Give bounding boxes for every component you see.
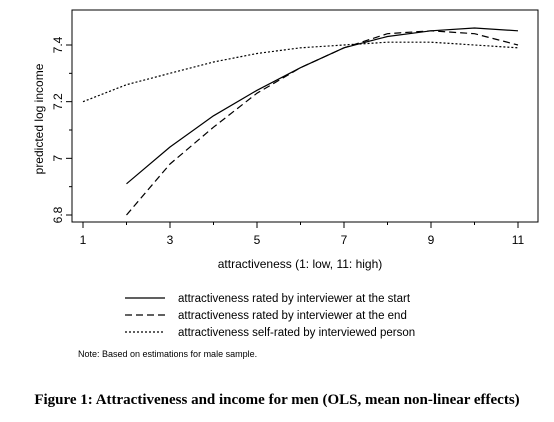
series-layer bbox=[82, 27, 519, 216]
y-tick-label: 7 bbox=[51, 155, 65, 162]
legend-label: attractiveness self-rated by interviewed… bbox=[178, 327, 415, 339]
series-line-dotted bbox=[82, 41, 519, 103]
x-tick-label: 1 bbox=[80, 233, 87, 247]
series-line-solid bbox=[126, 27, 519, 185]
x-tick-label: 3 bbox=[167, 233, 174, 247]
x-tick-label: 7 bbox=[341, 233, 348, 247]
y-axis-title: predicted log income bbox=[32, 63, 46, 174]
x-tick-label: 5 bbox=[254, 233, 261, 247]
legend: attractiveness rated by interviewer at t… bbox=[125, 293, 415, 339]
x-axis-ticks: 1 3 5 7 9 11 bbox=[80, 222, 525, 247]
x-tick-label: 11 bbox=[512, 233, 525, 247]
legend-label: attractiveness rated by interviewer at t… bbox=[178, 310, 407, 322]
note-text: Note: Based on estimations for male samp… bbox=[78, 349, 257, 359]
x-tick-label: 9 bbox=[428, 233, 435, 247]
plot-frame bbox=[71, 9, 539, 223]
series-line-dashed bbox=[126, 30, 519, 216]
legend-label: attractiveness rated by interviewer at t… bbox=[178, 293, 411, 305]
y-tick-label: 6.8 bbox=[51, 206, 65, 223]
figure-caption: Figure 1: Attractiveness and income for … bbox=[34, 392, 519, 408]
x-axis-title: attractiveness (1: low, 11: high) bbox=[218, 257, 383, 271]
y-tick-label: 7.2 bbox=[51, 93, 65, 110]
y-axis-ticks: 6.8 7 7.2 7.4 bbox=[51, 36, 72, 223]
y-tick-label: 7.4 bbox=[51, 36, 65, 53]
